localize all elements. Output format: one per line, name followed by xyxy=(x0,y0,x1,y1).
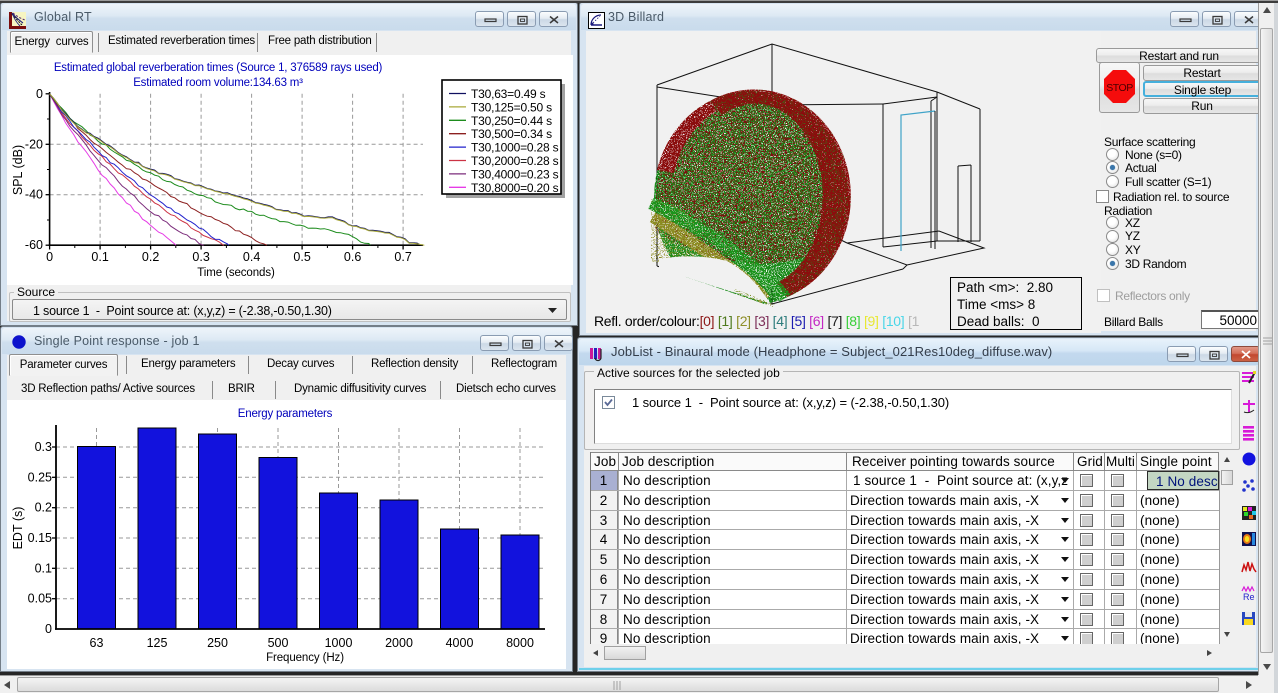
svg-text:Re: Re xyxy=(1243,592,1255,601)
svg-text:0.2: 0.2 xyxy=(142,250,159,264)
svg-text:T30,8000=0.20 s: T30,8000=0.20 s xyxy=(471,181,559,195)
svg-text:63: 63 xyxy=(90,636,104,650)
svg-text:8000: 8000 xyxy=(506,636,534,650)
svg-text:T30,125=0.50 s: T30,125=0.50 s xyxy=(471,100,552,114)
svg-text:0.6: 0.6 xyxy=(344,250,361,264)
svg-text:Estimated room volume:134.63 m: Estimated room volume:134.63 m³ xyxy=(133,77,303,89)
svg-text:T30,500=0.34 s: T30,500=0.34 s xyxy=(471,127,552,141)
svg-text:T30,250=0.44 s: T30,250=0.44 s xyxy=(471,114,552,128)
svg-text:T30,2000=0.28 s: T30,2000=0.28 s xyxy=(471,154,559,168)
svg-text:0.7: 0.7 xyxy=(394,250,411,264)
svg-text:0.5: 0.5 xyxy=(293,250,310,264)
svg-text:-60: -60 xyxy=(25,238,43,252)
svg-text:Frequency (Hz): Frequency (Hz) xyxy=(266,652,344,664)
svg-text:2000: 2000 xyxy=(385,636,413,650)
svg-text:0: 0 xyxy=(36,87,43,101)
svg-text:1000: 1000 xyxy=(325,636,353,650)
svg-text:Time (seconds): Time (seconds) xyxy=(197,267,275,279)
svg-text:4000: 4000 xyxy=(446,636,474,650)
svg-text:0.15: 0.15 xyxy=(28,531,52,545)
svg-text:-40: -40 xyxy=(25,188,43,202)
svg-text:0.1: 0.1 xyxy=(91,250,108,264)
svg-text:0.25: 0.25 xyxy=(28,470,52,484)
svg-text:SPL (dB): SPL (dB) xyxy=(11,145,25,195)
svg-text:Estimated global reverberation: Estimated global reverberation times (So… xyxy=(54,62,383,74)
svg-text:T30,1000=0.28 s: T30,1000=0.28 s xyxy=(471,141,559,155)
svg-text:STOP: STOP xyxy=(1106,82,1133,94)
svg-text:0: 0 xyxy=(46,250,53,264)
svg-text:0: 0 xyxy=(45,622,52,636)
svg-text:125: 125 xyxy=(147,636,168,650)
svg-text:T30,4000=0.23 s: T30,4000=0.23 s xyxy=(471,167,559,181)
svg-text:0.4: 0.4 xyxy=(243,250,260,264)
svg-text:EDT (s): EDT (s) xyxy=(11,507,25,550)
svg-text:-20: -20 xyxy=(25,137,43,151)
svg-text:T30,63=0.49 s: T30,63=0.49 s xyxy=(471,87,546,101)
svg-text:500: 500 xyxy=(268,636,289,650)
svg-text:0.3: 0.3 xyxy=(35,440,52,454)
svg-text:250: 250 xyxy=(207,636,228,650)
svg-text:0.2: 0.2 xyxy=(35,501,52,515)
svg-text:Energy parameters: Energy parameters xyxy=(238,408,333,420)
svg-text:0.05: 0.05 xyxy=(28,592,52,606)
svg-text:0.3: 0.3 xyxy=(192,250,209,264)
svg-text:0.1: 0.1 xyxy=(35,561,52,575)
